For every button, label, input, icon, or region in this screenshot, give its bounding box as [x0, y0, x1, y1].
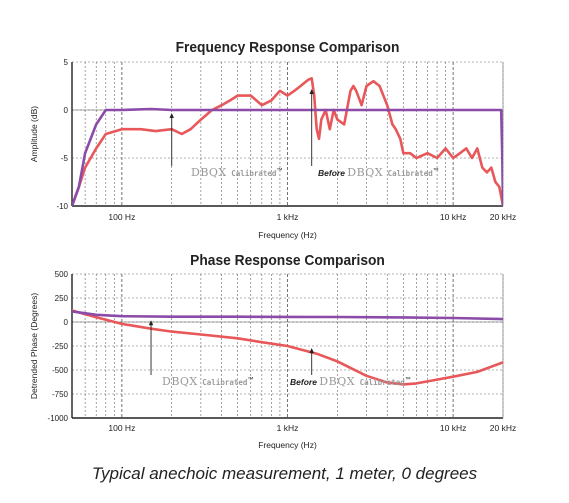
y-tick-label: 0 — [64, 318, 69, 327]
y-tick-label: -750 — [52, 390, 69, 399]
series-line-purple — [72, 310, 503, 321]
annotation-label: Before DBQX Calibrated™ — [318, 166, 439, 179]
annotation-arrowhead — [309, 348, 314, 354]
chart-title: Frequency Response Comparison — [176, 40, 400, 57]
x-tick-label: 20 kHz — [490, 423, 516, 433]
x-tick-label: 20 kHz — [490, 212, 516, 222]
chart-title: Phase Response Comparison — [190, 253, 385, 270]
annotation-arrowhead — [148, 320, 154, 326]
y-tick-label: 500 — [55, 270, 69, 279]
annotation: Before DBQX Calibrated™ — [290, 348, 411, 388]
x-axis-label: Frequency (Hz) — [258, 440, 317, 450]
annotation: DBQX Calibrated™ — [169, 113, 282, 179]
x-tick-label: 100 Hz — [108, 212, 135, 222]
y-tick-label: -5 — [61, 154, 69, 163]
annotation: DBQX Calibrated™ — [148, 320, 253, 388]
annotation-label: Before DBQX Calibrated™ — [290, 375, 411, 388]
y-tick-label: -1000 — [48, 414, 69, 423]
x-tick-label: 10 kHz — [440, 212, 466, 222]
y-tick-label: 250 — [55, 294, 69, 303]
annotation-arrowhead — [169, 113, 174, 118]
annotation-label: DBQX Calibrated™ — [191, 166, 282, 179]
y-tick-label: 0 — [64, 106, 69, 115]
y-tick-label: -250 — [52, 342, 69, 351]
y-tick-label: -10 — [56, 202, 68, 211]
chart-panel-1: Frequency Response Comparison 5 0 -5 -10 100 … — [29, 40, 516, 240]
y-axis-label: Detrended Phase (Degrees) — [29, 293, 39, 399]
y-tick-label: 5 — [64, 58, 69, 67]
annotation-arrowhead — [309, 89, 314, 94]
y-tick-label: -500 — [52, 366, 69, 375]
x-tick-label: 100 Hz — [108, 423, 135, 433]
x-tick-label: 1 kHz — [277, 423, 299, 433]
series-line-red — [72, 77, 503, 206]
y-axis-label: Amplitude (dB) — [29, 106, 39, 162]
chart-panel-2: Phase Response Comparison 500 250 0 -250 -500… — [29, 253, 516, 450]
x-tick-label: 1 kHz — [277, 212, 299, 222]
annotation: Before DBQX Calibrated™ — [309, 89, 439, 179]
series-line-purple — [72, 107, 503, 206]
x-axis-label: Frequency (Hz) — [258, 230, 317, 240]
annotation-label: DBQX Calibrated™ — [162, 375, 253, 388]
x-tick-label: 10 kHz — [440, 423, 466, 433]
figure-caption: Typical anechoic measurement, 1 meter, 0… — [91, 464, 478, 483]
